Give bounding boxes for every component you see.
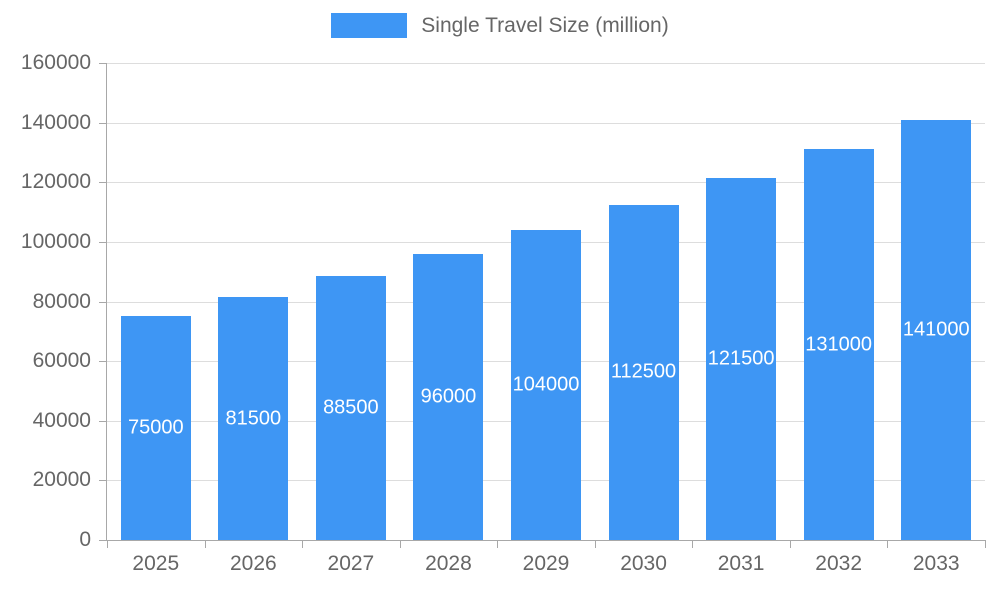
x-axis-tick bbox=[985, 540, 986, 548]
x-axis-label: 2031 bbox=[717, 552, 765, 575]
y-axis-label: 140000 bbox=[20, 110, 91, 134]
y-axis-tick bbox=[99, 420, 107, 422]
y-axis-tick bbox=[99, 480, 107, 482]
bar-value-label: 112500 bbox=[610, 360, 677, 383]
y-axis-label: 0 bbox=[79, 528, 91, 551]
x-axis-label: 2027 bbox=[327, 552, 375, 575]
bar bbox=[608, 204, 679, 540]
gridline bbox=[107, 122, 985, 124]
y-axis-label: 100000 bbox=[20, 229, 91, 253]
y-axis-tick bbox=[99, 241, 107, 243]
y-axis-label: 120000 bbox=[20, 170, 91, 194]
y-axis-label: 60000 bbox=[32, 349, 91, 373]
bar-value-label: 104000 bbox=[512, 373, 580, 396]
bar bbox=[315, 276, 386, 540]
bar-value-label: 88500 bbox=[323, 396, 379, 419]
y-axis-tick bbox=[99, 182, 107, 184]
y-axis-tick bbox=[99, 301, 107, 303]
x-axis-label: 2029 bbox=[522, 552, 570, 575]
x-axis-label: 2030 bbox=[620, 552, 667, 575]
bar bbox=[511, 229, 581, 540]
bar-value-label: 131000 bbox=[805, 333, 873, 356]
bar-value-label: 75000 bbox=[127, 416, 184, 439]
legend-label: Single Travel Size (million) bbox=[421, 14, 669, 37]
bar bbox=[901, 119, 972, 540]
gridline bbox=[107, 182, 985, 184]
bar-value-label: 141000 bbox=[902, 318, 970, 341]
y-axis-label: 20000 bbox=[32, 468, 91, 492]
y-axis-label: 160000 bbox=[20, 51, 91, 74]
bar-value-label: 96000 bbox=[420, 385, 477, 408]
x-axis-label: 2026 bbox=[229, 552, 277, 575]
x-axis-tick bbox=[204, 540, 206, 548]
x-axis-tick bbox=[887, 540, 889, 548]
chart-legend: Single Travel Size (million) bbox=[0, 13, 1000, 38]
x-axis-tick bbox=[692, 540, 694, 548]
y-axis-label: 80000 bbox=[32, 289, 91, 313]
x-axis-line bbox=[106, 540, 985, 541]
x-axis-label: 2028 bbox=[425, 552, 472, 575]
plot-area: 0 20000 40000 60000 80000 100000 120000 140000 1… bbox=[21, 51, 986, 575]
x-axis-tick bbox=[497, 540, 499, 548]
y-axis-tick bbox=[99, 122, 107, 124]
y-axis-tick bbox=[99, 361, 107, 363]
bar bbox=[413, 253, 484, 540]
bar-value-label: 81500 bbox=[225, 407, 282, 429]
bar bbox=[218, 297, 289, 540]
y-axis-label: 40000 bbox=[32, 408, 91, 432]
x-axis-tick bbox=[789, 540, 791, 548]
y-axis-tick bbox=[99, 63, 107, 64]
legend-swatch bbox=[331, 13, 408, 38]
x-axis-tick bbox=[107, 540, 108, 548]
x-axis-tick bbox=[399, 540, 401, 548]
x-axis-label: 2033 bbox=[912, 552, 960, 575]
bar-value-label: 121500 bbox=[707, 347, 775, 370]
x-axis-label: 2025 bbox=[132, 552, 180, 575]
x-axis-tick bbox=[302, 540, 304, 548]
bar bbox=[120, 316, 191, 540]
gridline bbox=[107, 63, 985, 64]
bar bbox=[803, 149, 874, 540]
bar bbox=[706, 177, 777, 540]
x-axis-tick bbox=[594, 540, 596, 548]
y-axis-tick bbox=[99, 540, 107, 541]
x-axis-label: 2032 bbox=[815, 552, 863, 575]
